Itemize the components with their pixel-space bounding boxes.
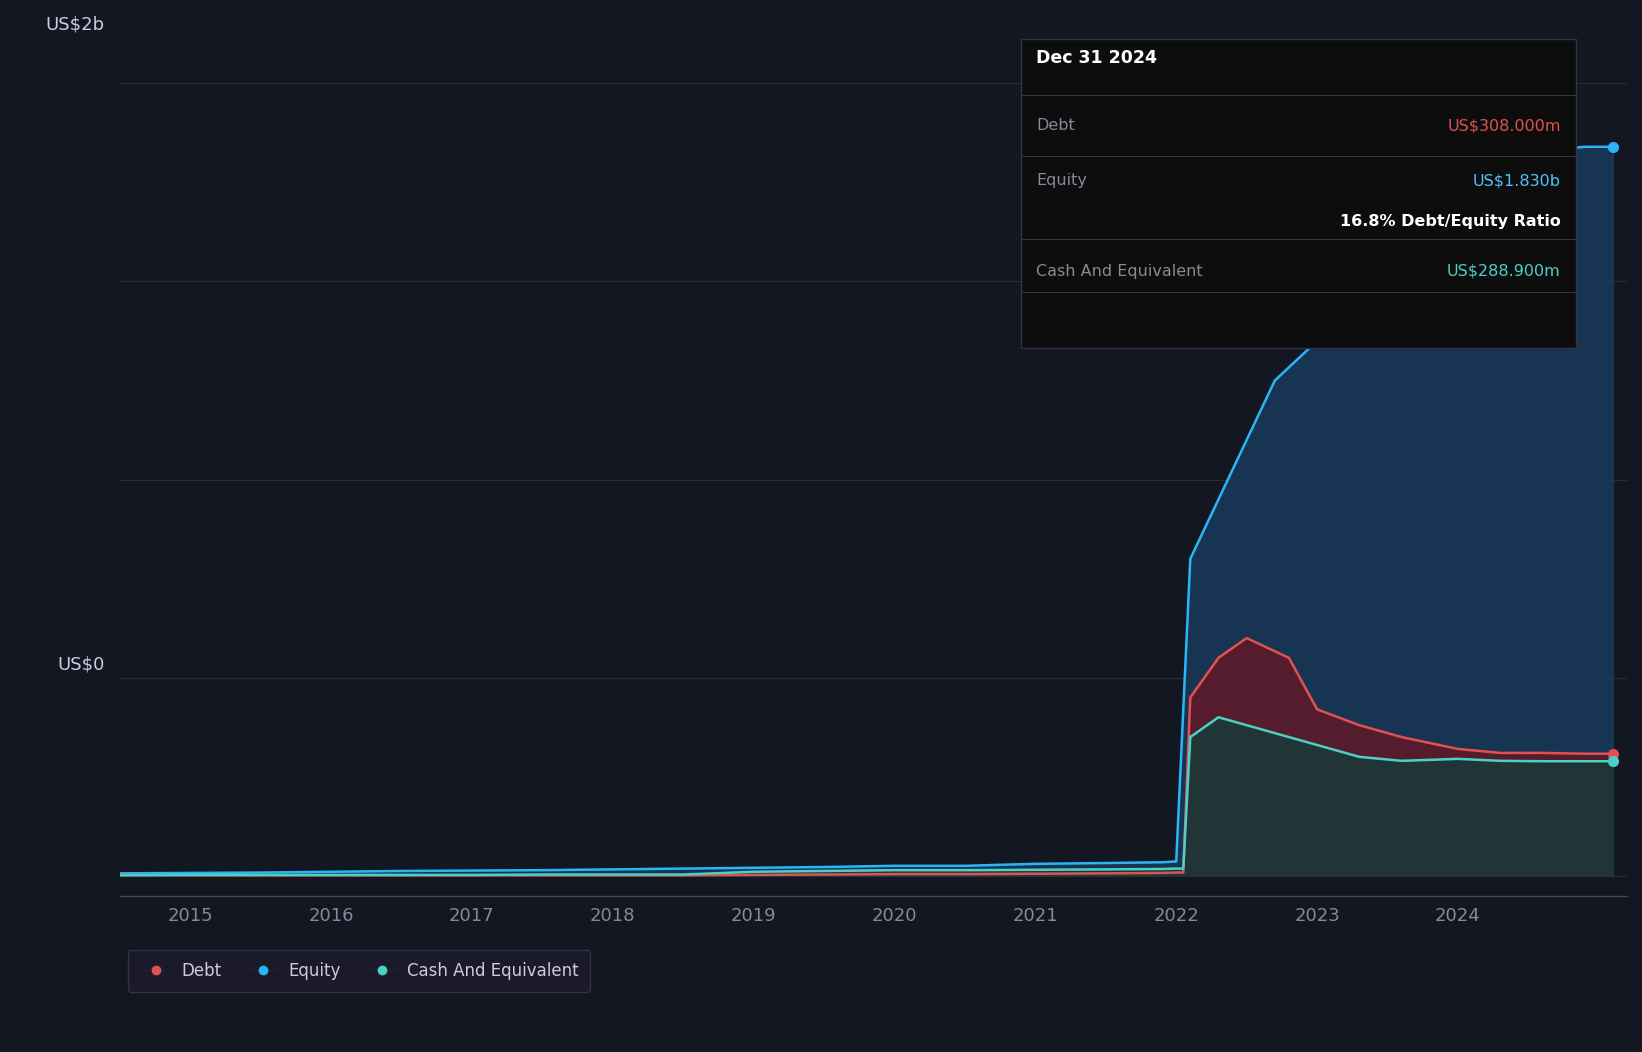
Legend: Debt, Equity, Cash And Equivalent: Debt, Equity, Cash And Equivalent	[128, 950, 591, 992]
Text: Dec 31 2024: Dec 31 2024	[1036, 49, 1158, 67]
FancyBboxPatch shape	[1021, 39, 1576, 348]
Text: US$0: US$0	[57, 655, 105, 673]
Text: Equity: Equity	[1036, 174, 1087, 188]
Text: 16.8% Debt/Equity Ratio: 16.8% Debt/Equity Ratio	[1340, 215, 1560, 229]
Text: US$1.830b: US$1.830b	[1473, 174, 1560, 188]
Text: Debt: Debt	[1036, 118, 1076, 134]
Text: Cash And Equivalent: Cash And Equivalent	[1036, 264, 1202, 279]
Text: US$2b: US$2b	[46, 15, 105, 33]
Text: US$308.000m: US$308.000m	[1447, 118, 1560, 134]
Text: US$288.900m: US$288.900m	[1447, 264, 1560, 279]
